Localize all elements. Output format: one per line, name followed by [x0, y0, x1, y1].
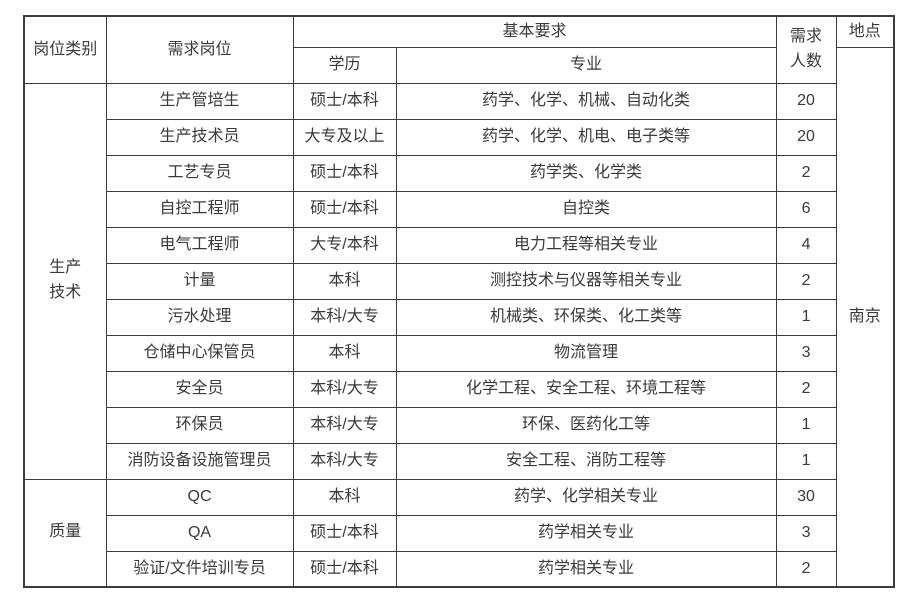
headcount-cell: 3 — [775, 334, 837, 372]
major-cell: 药学、化学相关专业 — [395, 478, 777, 516]
headcount-cell: 2 — [775, 370, 837, 408]
table-row: 验证/文件培训专员 硕士/本科 药学相关专业 2 — [24, 550, 894, 588]
header-education: 学历 — [292, 46, 397, 84]
major-cell: 化学工程、安全工程、环境工程等 — [395, 370, 777, 408]
education-cell: 本科/大专 — [292, 442, 397, 480]
header-headcount-label: 需求人数 — [790, 27, 823, 70]
position-cell: QC — [105, 478, 294, 516]
education-cell: 硕士/本科 — [292, 550, 397, 588]
category-label: 生产技术 — [49, 259, 82, 301]
major-cell: 测控技术与仪器等相关专业 — [395, 262, 777, 300]
education-cell: 硕士/本科 — [292, 190, 397, 228]
education-cell: 大专及以上 — [292, 118, 397, 156]
header-category: 岗位类别 — [23, 15, 107, 84]
headcount-cell: 1 — [775, 298, 837, 336]
major-cell: 电力工程等相关专业 — [395, 226, 777, 264]
header-requirements: 基本要求 — [292, 15, 777, 48]
education-cell: 本科/大专 — [292, 406, 397, 444]
table-row: 电气工程师 大专/本科 电力工程等相关专业 4 — [24, 226, 894, 264]
table-row: 污水处理 本科/大专 机械类、环保类、化工类等 1 — [24, 298, 894, 336]
position-cell: 安全员 — [105, 370, 294, 408]
headcount-cell: 2 — [775, 154, 837, 192]
header-row-2: 学历 专业 南京 — [24, 46, 895, 588]
position-cell: 环保员 — [105, 406, 294, 444]
recruitment-table-container: 岗位类别 需求岗位 基本要求 需求人数 地点 学历 专业 南京 生产技术 生产管培… — [23, 15, 896, 588]
headcount-cell: 1 — [775, 442, 837, 480]
headcount-cell: 1 — [775, 406, 837, 444]
headcount-cell: 2 — [775, 550, 837, 588]
position-cell: 生产管培生 — [105, 82, 294, 120]
table-row: 自控工程师 硕士/本科 自控类 6 — [24, 190, 894, 228]
position-cell: 生产技术员 — [105, 118, 294, 156]
headcount-cell: 4 — [775, 226, 837, 264]
position-cell: 自控工程师 — [105, 190, 294, 228]
major-cell: 药学、化学、机械、自动化类 — [395, 82, 777, 120]
header-location: 地点 — [835, 15, 895, 48]
headcount-cell: 3 — [775, 514, 837, 552]
category-cell: 质量 — [23, 478, 107, 588]
table-row: 质量 QC 本科 药学、化学相关专业 30 — [23, 478, 894, 588]
category-cell: 生产技术 — [23, 82, 107, 480]
table-row: 仓储中心保管员 本科 物流管理 3 — [24, 334, 894, 372]
location-cell: 南京 — [835, 46, 895, 588]
headcount-cell: 30 — [775, 478, 837, 516]
education-cell: 本科 — [292, 334, 397, 372]
header-row-1: 岗位类别 需求岗位 基本要求 需求人数 地点 — [23, 15, 895, 84]
education-cell: 大专/本科 — [292, 226, 397, 264]
headcount-cell: 6 — [775, 190, 837, 228]
header-major: 专业 — [395, 46, 777, 84]
major-cell: 药学、化学、机电、电子类等 — [395, 118, 777, 156]
education-cell: 本科/大专 — [292, 370, 397, 408]
table-row: 消防设备设施管理员 本科/大专 安全工程、消防工程等 1 — [24, 442, 894, 480]
position-cell: 电气工程师 — [105, 226, 294, 264]
major-cell: 机械类、环保类、化工类等 — [395, 298, 777, 336]
table-row: 环保员 本科/大专 环保、医药化工等 1 — [24, 406, 894, 444]
education-cell: 本科/大专 — [292, 298, 397, 336]
position-cell: 消防设备设施管理员 — [105, 442, 294, 480]
major-cell: 药学相关专业 — [395, 550, 777, 588]
recruitment-table: 岗位类别 需求岗位 基本要求 需求人数 地点 学历 专业 南京 生产技术 生产管培… — [23, 15, 896, 588]
education-cell: 硕士/本科 — [292, 514, 397, 552]
major-cell: 药学类、化学类 — [395, 154, 777, 192]
position-cell: 验证/文件培训专员 — [105, 550, 294, 588]
major-cell: 物流管理 — [395, 334, 777, 372]
position-cell: 工艺专员 — [105, 154, 294, 192]
education-cell: 硕士/本科 — [292, 154, 397, 192]
category-label: 质量 — [49, 523, 82, 541]
header-headcount: 需求人数 — [775, 15, 837, 84]
position-cell: 仓储中心保管员 — [105, 334, 294, 372]
major-cell: 药学相关专业 — [395, 514, 777, 552]
headcount-cell: 20 — [775, 82, 837, 120]
table-row: 计量 本科 测控技术与仪器等相关专业 2 — [24, 262, 894, 300]
position-cell: 计量 — [105, 262, 294, 300]
table-row: 生产技术员 大专及以上 药学、化学、机电、电子类等 20 — [24, 118, 894, 156]
education-cell: 本科 — [292, 262, 397, 300]
position-cell: 污水处理 — [105, 298, 294, 336]
table-row: 工艺专员 硕士/本科 药学类、化学类 2 — [24, 154, 894, 192]
headcount-cell: 2 — [775, 262, 837, 300]
headcount-cell: 20 — [775, 118, 837, 156]
major-cell: 安全工程、消防工程等 — [395, 442, 777, 480]
table-row: 生产技术 生产管培生 硕士/本科 药学、化学、机械、自动化类 20 — [23, 82, 894, 480]
major-cell: 环保、医药化工等 — [395, 406, 777, 444]
position-cell: QA — [105, 514, 294, 552]
header-position: 需求岗位 — [105, 15, 294, 84]
major-cell: 自控类 — [395, 190, 777, 228]
table-row: QA 硕士/本科 药学相关专业 3 — [24, 514, 894, 552]
education-cell: 本科 — [292, 478, 397, 516]
table-row: 安全员 本科/大专 化学工程、安全工程、环境工程等 2 — [24, 370, 894, 408]
education-cell: 硕士/本科 — [292, 82, 397, 120]
